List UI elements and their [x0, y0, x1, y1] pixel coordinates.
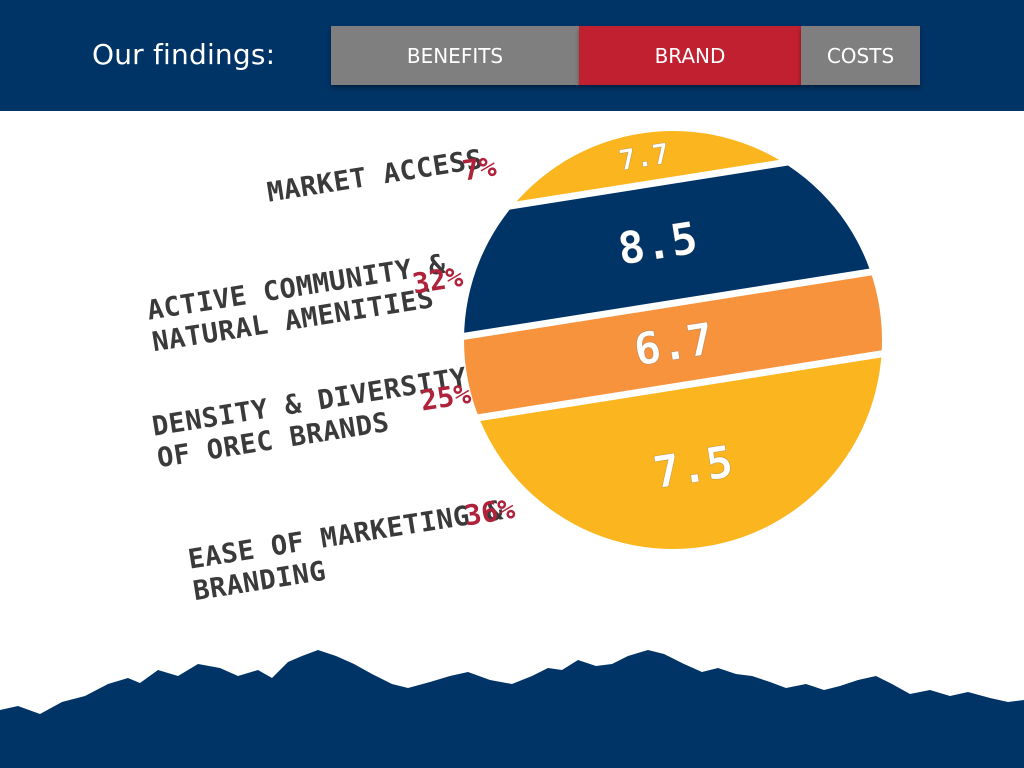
score-label-market-access: 7.7 [616, 137, 671, 178]
score-label-density: 6.7 [631, 314, 717, 377]
mountain-silhouette [0, 650, 1024, 768]
chart-band-active-community [464, 148, 882, 340]
page-title: Our findings: [92, 38, 276, 71]
chart-score-labels: 7.7 8.5 6.7 7.5 [614, 137, 736, 500]
tab-costs[interactable]: COSTS [801, 26, 920, 85]
score-label-ease: 7.5 [650, 436, 736, 499]
score-label-active-community: 8.5 [615, 213, 701, 276]
chart-band-density [464, 268, 882, 422]
tab-brand[interactable]: BRAND [579, 26, 801, 85]
header-bar: Our findings: BENEFITS BRAND COSTS [0, 0, 1024, 111]
tab-benefits[interactable]: BENEFITS [331, 26, 579, 85]
mountain-range-shape [0, 650, 1024, 768]
